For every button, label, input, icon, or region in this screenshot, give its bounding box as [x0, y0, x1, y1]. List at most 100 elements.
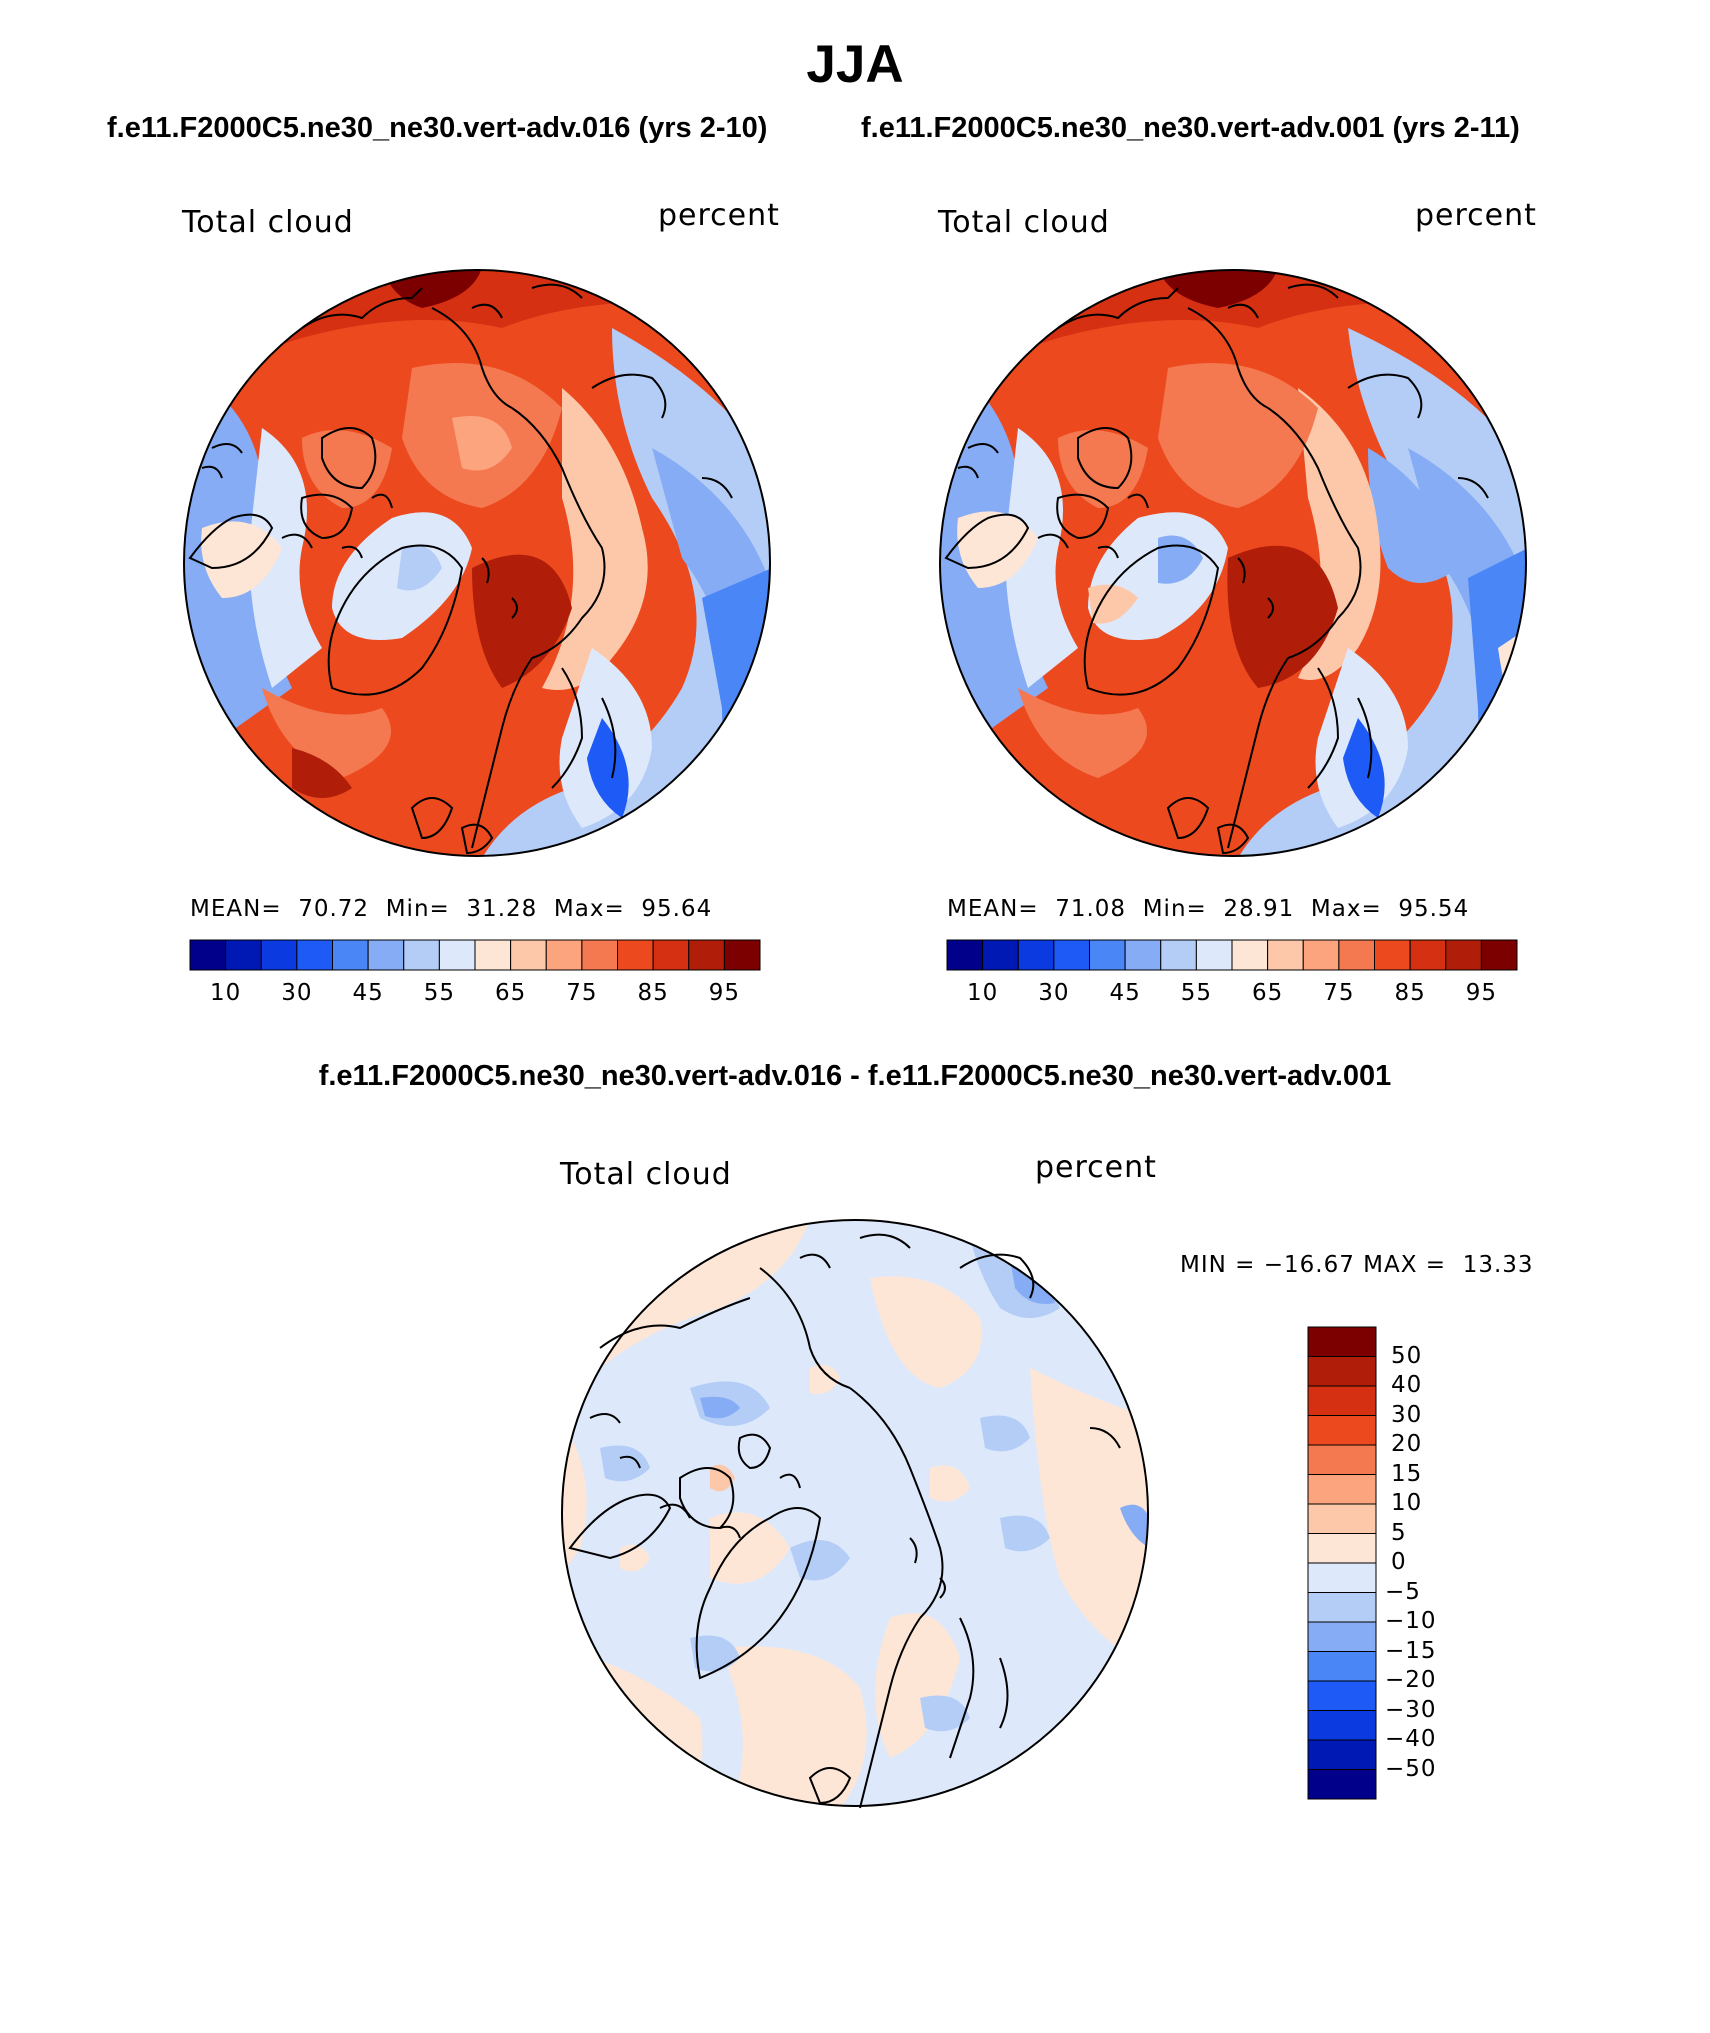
panel1-colorbar-tick-label: 95 — [708, 980, 741, 1006]
panel2-colorbar-swatch — [1195, 939, 1233, 971]
panel2-colorbar-ticks: 10 30 45 55 65 75 85 95 — [947, 980, 1517, 1010]
panel1-colorbar-swatch — [545, 939, 583, 971]
diff-colorbar-tick-label: −50 — [1385, 1755, 1437, 1782]
diff-colorbar-swatch — [1307, 1592, 1377, 1623]
panel2-min-value: 28.91 — [1223, 896, 1295, 922]
diff-colorbar-swatch — [1307, 1385, 1377, 1416]
panel2-colorbar-tick-label: 45 — [1109, 980, 1141, 1006]
panel1-colorbar-swatch — [474, 939, 512, 971]
panel1-units-label: percent — [658, 198, 780, 233]
panel1-min-value: 31.28 — [466, 896, 538, 922]
panel2-colorbar-swatch — [1160, 939, 1197, 971]
panel2-units-label: percent — [1415, 198, 1537, 233]
diff-colorbar-tick-label: 0 — [1391, 1549, 1407, 1575]
panel1-colorbar-swatch — [189, 939, 227, 971]
panel1-colorbar-swatch — [332, 939, 369, 971]
panel1-colorbar-tick-label: 85 — [637, 980, 669, 1006]
panel1-colorbar — [189, 939, 761, 971]
panel1-colorbar-swatch — [296, 939, 333, 971]
right-run-title: f.e11.F2000C5.ne30_ne30.vert-adv.001 (yr… — [861, 112, 1520, 144]
diff-colorbar-swatch — [1307, 1356, 1377, 1387]
left-run-title: f.e11.F2000C5.ne30_ne30.vert-adv.016 (yr… — [107, 112, 768, 144]
diff-colorbar-tick-label: 20 — [1391, 1431, 1423, 1457]
panel2-colorbar-swatch — [1338, 939, 1375, 971]
panel1-mean-value: 70.72 — [298, 896, 370, 922]
diff-colorbar-swatch — [1307, 1474, 1377, 1505]
panel2-max-value: 95.54 — [1398, 896, 1470, 922]
panel1-colorbar-tick-label: 45 — [352, 980, 384, 1006]
panel1-min-label: Min= — [385, 896, 450, 922]
diff-colorbar-tick-label: −10 — [1385, 1608, 1437, 1634]
panel2-min-label: Min= — [1142, 896, 1207, 922]
panel1-stats: MEAN= 70.72 Min= 31.28 Max= 95.64 — [190, 896, 712, 922]
diff-colorbar-swatch — [1307, 1769, 1377, 1800]
diff-colorbar-swatch — [1307, 1533, 1377, 1564]
diff-colorbar-swatch — [1307, 1680, 1377, 1711]
panel1-colorbar-swatch — [403, 939, 440, 971]
panel2-colorbar-swatch — [1409, 939, 1447, 971]
panel2-colorbar-swatch — [1480, 939, 1518, 971]
panel2-colorbar — [946, 939, 1518, 971]
panel2-colorbar-tick-label: 95 — [1465, 980, 1498, 1006]
panel2-variable-label: Total cloud — [938, 205, 1110, 240]
panel1-colorbar-swatch — [652, 939, 690, 971]
panel2-colorbar-tick-label: 10 — [966, 980, 999, 1006]
panel1-colorbar-swatch — [723, 939, 761, 971]
panel2-colorbar-swatch — [1053, 939, 1090, 971]
panel2-colorbar-swatch — [1302, 939, 1340, 971]
panel2-colorbar-swatch — [1089, 939, 1126, 971]
diff-colorbar-tick-label: −30 — [1385, 1696, 1437, 1723]
diff-colorbar-swatch — [1307, 1651, 1377, 1682]
panel1-colorbar-tick-label: 65 — [494, 980, 527, 1006]
diff-colorbar-swatch — [1307, 1415, 1377, 1446]
panel1-polar-map — [183, 269, 771, 857]
panel1-mean-label: MEAN= — [190, 896, 282, 922]
panel2-colorbar-tick-label: 75 — [1323, 980, 1355, 1006]
page-title: JJA — [806, 35, 904, 94]
panel1-variable-label: Total cloud — [182, 205, 354, 240]
diff-colorbar-tick-label: 15 — [1391, 1460, 1423, 1487]
diff-colorbar-tick-label: 50 — [1391, 1342, 1423, 1369]
panel2-colorbar-swatch — [1445, 939, 1482, 971]
diff-colorbar-swatch — [1307, 1739, 1377, 1770]
panel1-colorbar-swatch — [510, 939, 547, 971]
panel2-colorbar-swatch — [1124, 939, 1162, 971]
diff-colorbar-tick-label: −5 — [1385, 1578, 1421, 1605]
panel2-colorbar-tick-label: 55 — [1180, 980, 1213, 1006]
panel2-colorbar-tick-label: 30 — [1038, 980, 1070, 1006]
panel1-colorbar-swatch — [438, 939, 476, 971]
panel1-colorbar-swatch — [367, 939, 405, 971]
diff-colorbar-swatch — [1307, 1503, 1377, 1534]
panel2-colorbar-swatch — [1267, 939, 1304, 971]
panel2-colorbar-tick-label: 65 — [1251, 980, 1284, 1006]
diff-colorbar-swatch — [1307, 1621, 1377, 1652]
panel2-mean-label: MEAN= — [947, 896, 1039, 922]
panel2-polar-map — [939, 269, 1527, 857]
diff-colorbar-tick-label: −40 — [1385, 1726, 1437, 1752]
diff-min-max: MIN = −16.67 MAX = 13.33 — [1180, 1252, 1534, 1278]
diff-colorbar — [1307, 1326, 1377, 1800]
diff-colorbar-swatch — [1307, 1444, 1377, 1475]
panel2-colorbar-swatch — [1231, 939, 1269, 971]
diff-colorbar-ticks: 50 40 30 20 15 10 5 0 −5 −10 −15 −20 −30 −40 −50 — [1385, 1327, 1485, 1799]
diff-units-label: percent — [1035, 1150, 1157, 1185]
panel1-max-value: 95.64 — [641, 896, 713, 922]
diff-colorbar-swatch — [1307, 1326, 1377, 1357]
panel1-colorbar-swatch — [581, 939, 618, 971]
panel2-colorbar-swatch — [1374, 939, 1411, 971]
panel1-colorbar-swatch — [260, 939, 298, 971]
diff-variable-label: Total cloud — [560, 1157, 732, 1192]
diff-colorbar-tick-label: 40 — [1391, 1372, 1423, 1398]
diff-colorbar-tick-label: −15 — [1385, 1637, 1437, 1664]
panel1-colorbar-swatch — [688, 939, 725, 971]
panel2-colorbar-tick-label: 85 — [1394, 980, 1426, 1006]
panel1-colorbar-tick-label: 55 — [423, 980, 456, 1006]
panel1-colorbar-swatch — [617, 939, 654, 971]
panel1-colorbar-tick-label: 10 — [209, 980, 242, 1006]
panel1-max-label: Max= — [553, 896, 625, 922]
panel2-colorbar-swatch — [982, 939, 1019, 971]
diff-colorbar-tick-label: −20 — [1385, 1667, 1437, 1693]
panel1-colorbar-tick-label: 75 — [566, 980, 598, 1006]
panel2-stats: MEAN= 71.08 Min= 28.91 Max= 95.54 — [947, 896, 1469, 922]
panel2-max-label: Max= — [1310, 896, 1382, 922]
